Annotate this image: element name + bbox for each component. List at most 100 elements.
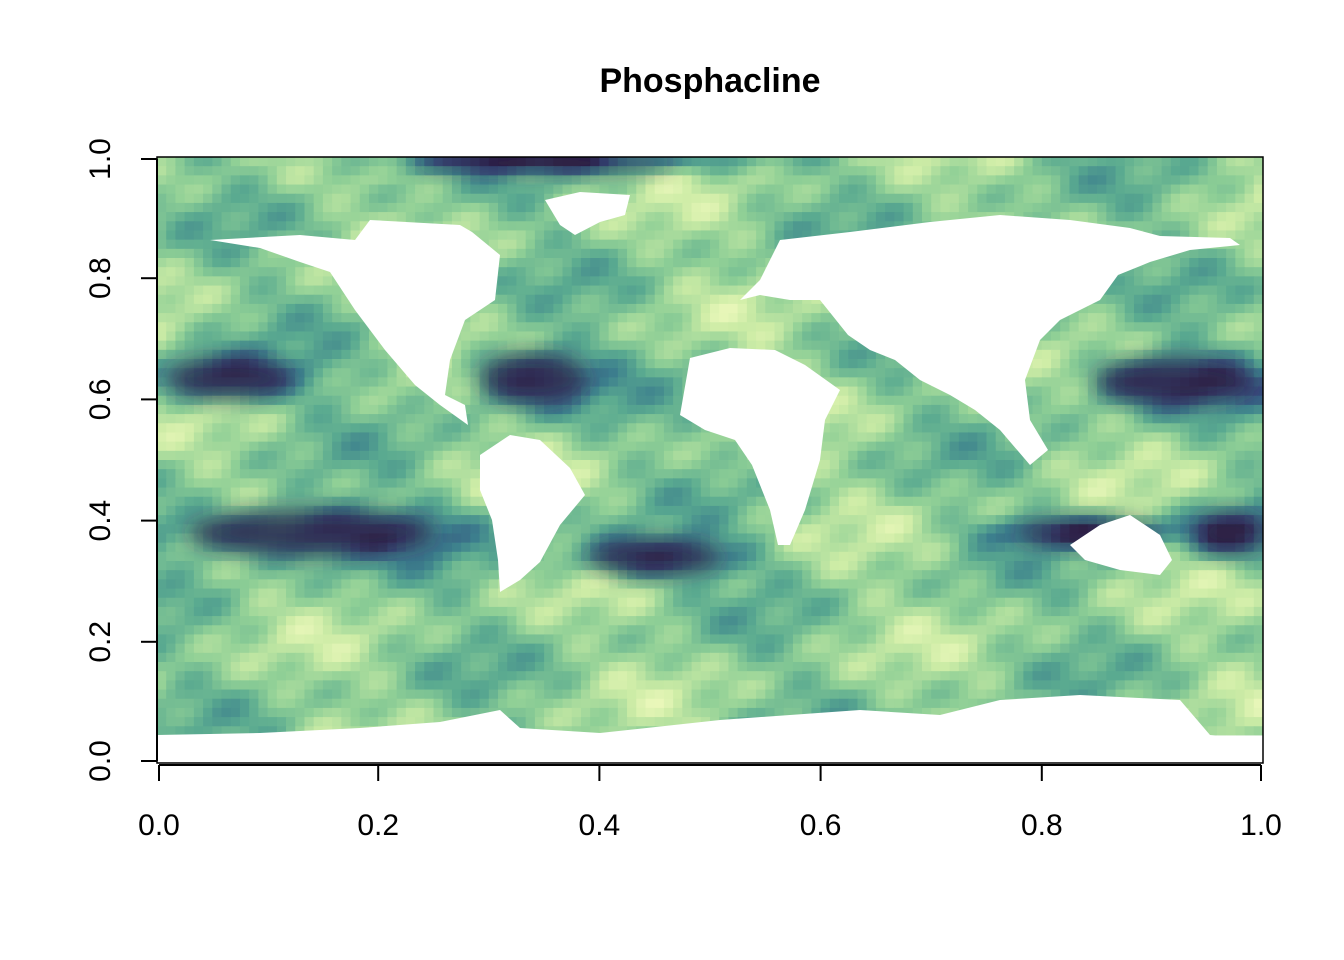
- heatmap-cell: [1216, 230, 1227, 241]
- heatmap-cell: [1124, 496, 1135, 507]
- heatmap-cell: [1207, 285, 1218, 296]
- heatmap-cell: [442, 432, 453, 443]
- heatmap-cell: [396, 193, 407, 204]
- heatmap-cell: [203, 212, 213, 222]
- heatmap-cell: [433, 202, 444, 213]
- heatmap-cell: [203, 267, 213, 277]
- heatmap-cell: [599, 478, 610, 489]
- heatmap-cell: [350, 212, 361, 222]
- heatmap-cell: [175, 432, 186, 443]
- heatmap-cell: [1023, 212, 1034, 222]
- heatmap-cell: [617, 368, 628, 378]
- heatmap-cell: [1207, 469, 1218, 479]
- heatmap-cell: [811, 533, 822, 544]
- heatmap-cell: [673, 386, 683, 397]
- heatmap-cell: [820, 212, 831, 222]
- heatmap-cell: [322, 157, 333, 167]
- heatmap-cell: [802, 322, 812, 333]
- heatmap-cell: [1097, 193, 1107, 204]
- heatmap-cell: [774, 230, 785, 241]
- heatmap-cell: [193, 515, 204, 525]
- heatmap-cell: [387, 184, 398, 195]
- heatmap-cell: [756, 294, 766, 305]
- heatmap-cell: [1244, 285, 1255, 296]
- heatmap-cell: [157, 221, 167, 232]
- heatmap-cell: [737, 313, 748, 323]
- heatmap-cell: [885, 487, 895, 498]
- heatmap-cell: [636, 404, 647, 415]
- heatmap-cell: [912, 460, 923, 470]
- heatmap-cell: [498, 202, 508, 213]
- heatmap-cell: [921, 524, 932, 535]
- heatmap-cell: [1244, 175, 1255, 186]
- heatmap-cell: [368, 349, 379, 360]
- heatmap-cell: [627, 524, 637, 535]
- heatmap-cell: [516, 414, 527, 424]
- heatmap-cell: [230, 404, 241, 415]
- heatmap-cell: [1189, 515, 1200, 525]
- heatmap-cell: [1023, 487, 1034, 498]
- heatmap-cell: [719, 515, 730, 525]
- heatmap-cell: [479, 505, 490, 516]
- heatmap-cell: [1014, 469, 1024, 479]
- heatmap-cell: [599, 294, 610, 305]
- heatmap-cell: [221, 166, 232, 176]
- heatmap-cell: [921, 175, 932, 186]
- heatmap-cell: [1115, 184, 1126, 195]
- heatmap-cell: [175, 202, 186, 213]
- heatmap-cell: [894, 404, 905, 415]
- heatmap-cell: [1226, 469, 1236, 479]
- heatmap-cell: [498, 175, 508, 186]
- heatmap-cell: [894, 524, 905, 535]
- heatmap-cell: [608, 258, 619, 268]
- heatmap-cell: [1198, 166, 1209, 176]
- heatmap-cell: [276, 496, 287, 507]
- heatmap-cell: [1253, 515, 1263, 525]
- heatmap-cell: [1161, 478, 1172, 489]
- heatmap-cell: [617, 359, 628, 369]
- heatmap-cell: [1133, 460, 1144, 470]
- heatmap-cell: [1078, 175, 1089, 186]
- heatmap-cell: [1106, 460, 1117, 470]
- heatmap-cell: [700, 432, 711, 443]
- heatmap-cell: [1041, 368, 1052, 378]
- heatmap-cell: [295, 441, 306, 452]
- heatmap-cell: [359, 460, 370, 470]
- heatmap-cell: [1069, 441, 1080, 452]
- heatmap-cell: [1180, 524, 1190, 535]
- heatmap-cell: [811, 478, 822, 489]
- heatmap-cell: [663, 460, 674, 470]
- heatmap-cell: [286, 184, 296, 195]
- heatmap-cell: [921, 423, 932, 434]
- heatmap-cell: [415, 212, 425, 222]
- heatmap-cell: [332, 404, 342, 415]
- heatmap-cell: [829, 157, 840, 167]
- heatmap-cell: [1032, 377, 1043, 388]
- heatmap-cell: [839, 496, 849, 507]
- heatmap-cell: [498, 166, 508, 176]
- heatmap-cell: [313, 313, 324, 323]
- heatmap-cell: [673, 303, 683, 314]
- heatmap-cell: [1180, 349, 1190, 360]
- heatmap-cell: [239, 267, 250, 277]
- heatmap-cell: [368, 202, 379, 213]
- heatmap-cell: [617, 258, 628, 268]
- heatmap-cell: [636, 524, 647, 535]
- heatmap-cell: [977, 515, 988, 525]
- heatmap-cell: [184, 460, 195, 470]
- heatmap-cell: [1060, 414, 1071, 424]
- heatmap-cell: [1060, 377, 1071, 388]
- heatmap-cell: [479, 340, 490, 351]
- heatmap-cell: [433, 423, 444, 434]
- heatmap-cell: [673, 377, 683, 388]
- heatmap-cell: [1189, 303, 1200, 314]
- heatmap-cell: [1014, 184, 1024, 195]
- heatmap-cell: [239, 432, 250, 443]
- heatmap-cell: [258, 230, 269, 241]
- heatmap-cell: [700, 239, 711, 250]
- heatmap-cell: [977, 432, 988, 443]
- heatmap-cell: [1023, 505, 1034, 516]
- heatmap-cell: [1078, 166, 1089, 176]
- heatmap-cell: [249, 487, 259, 498]
- heatmap-cell: [525, 432, 536, 443]
